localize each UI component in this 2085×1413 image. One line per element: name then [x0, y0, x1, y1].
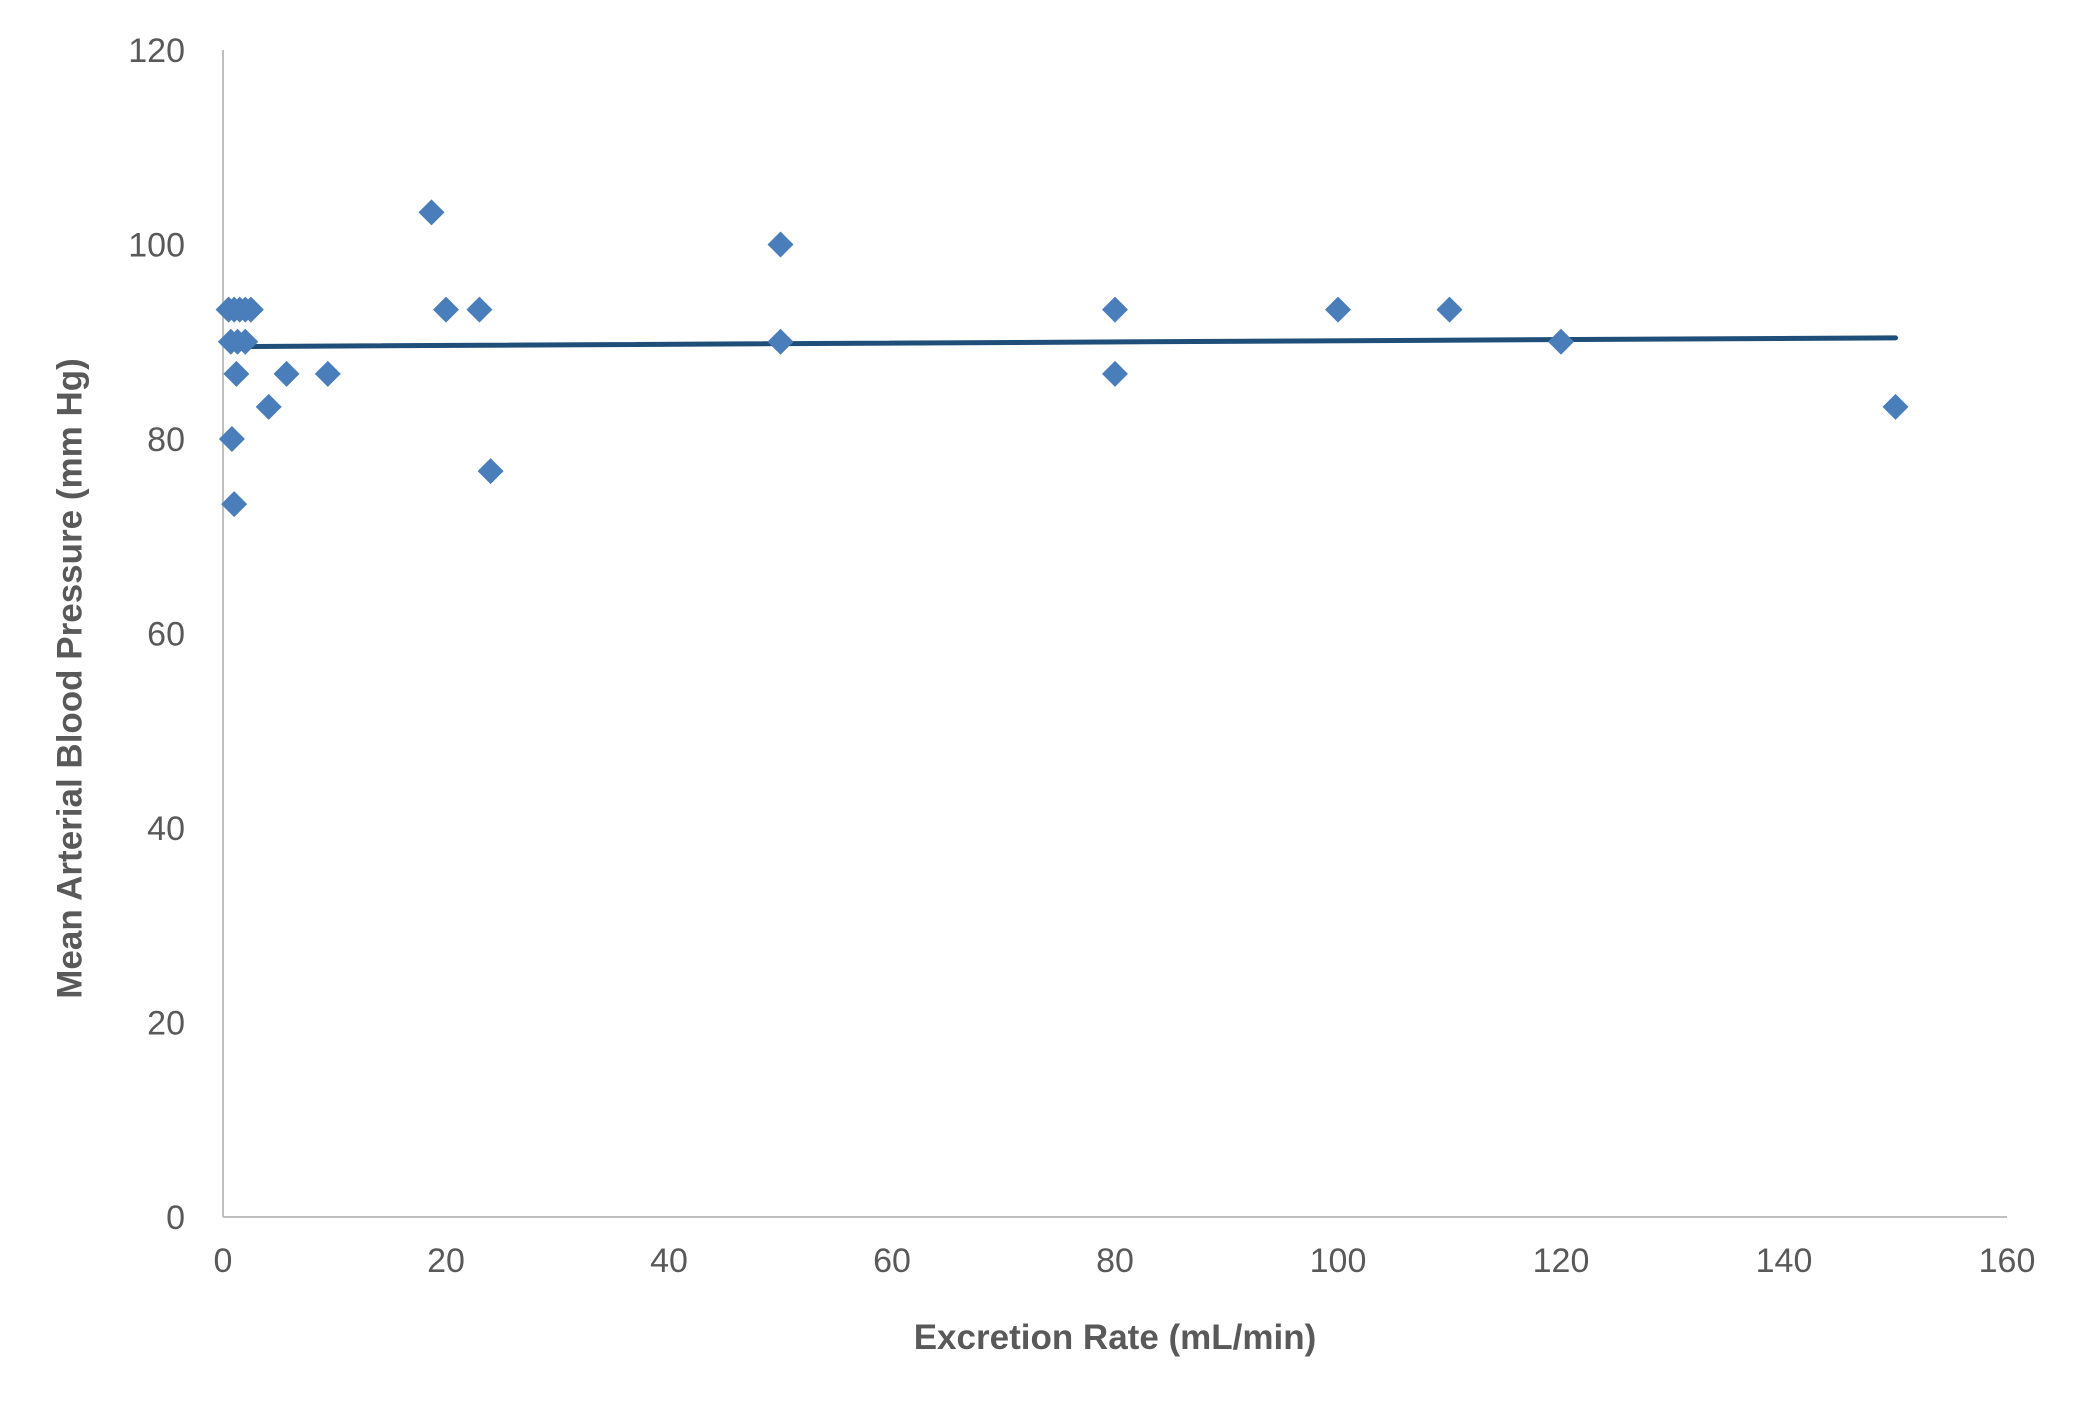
data-point [466, 296, 493, 323]
x-tick-label: 80 [1096, 1242, 1134, 1280]
x-tick-label: 120 [1533, 1242, 1590, 1280]
x-tick-labels: 0 20 40 60 80 100 120 140 160 [214, 1242, 2036, 1280]
y-tick-label: 60 [147, 616, 185, 654]
y-tick-label: 0 [166, 1199, 185, 1237]
data-point [255, 393, 282, 420]
y-tick-label: 40 [147, 810, 185, 848]
x-tick-label: 20 [427, 1242, 465, 1280]
x-tick-label: 60 [873, 1242, 911, 1280]
x-tick-label: 140 [1756, 1242, 1813, 1280]
data-point [1102, 296, 1128, 323]
data-point [767, 328, 794, 355]
data-point [433, 296, 459, 323]
data-point [221, 491, 248, 518]
data-point [1882, 393, 1909, 420]
data-point [232, 328, 259, 355]
data-point [418, 199, 445, 226]
data-point [314, 360, 341, 387]
data-point [767, 231, 794, 258]
linear-trendline [226, 335, 1898, 350]
x-axis-title: Excretion Rate (mL/min) [914, 1318, 1317, 1357]
data-point [1325, 296, 1351, 323]
data-point [218, 426, 245, 452]
data-point [1436, 296, 1463, 323]
y-tick-labels: 0 20 40 60 80 100 120 [128, 32, 185, 1237]
y-axis-title: Mean Arterial Blood Pressure (mm Hg) [50, 358, 89, 999]
x-tick-label: 40 [650, 1242, 688, 1280]
x-tick-label: 100 [1310, 1242, 1367, 1280]
data-point [237, 296, 264, 323]
y-tick-label: 120 [128, 32, 185, 70]
data-point [223, 360, 250, 387]
y-tick-label: 20 [147, 1005, 185, 1043]
axes [222, 50, 2007, 1218]
data-point [1548, 328, 1574, 355]
data-point [1102, 360, 1128, 387]
data-points [215, 199, 1909, 518]
trendline-layer [226, 335, 1898, 350]
y-tick-label: 100 [128, 227, 185, 265]
y-tick-label: 80 [147, 421, 185, 459]
data-point [273, 360, 300, 387]
x-tick-label: 0 [214, 1242, 233, 1280]
data-point [477, 458, 504, 485]
x-tick-label: 160 [1979, 1242, 2036, 1280]
